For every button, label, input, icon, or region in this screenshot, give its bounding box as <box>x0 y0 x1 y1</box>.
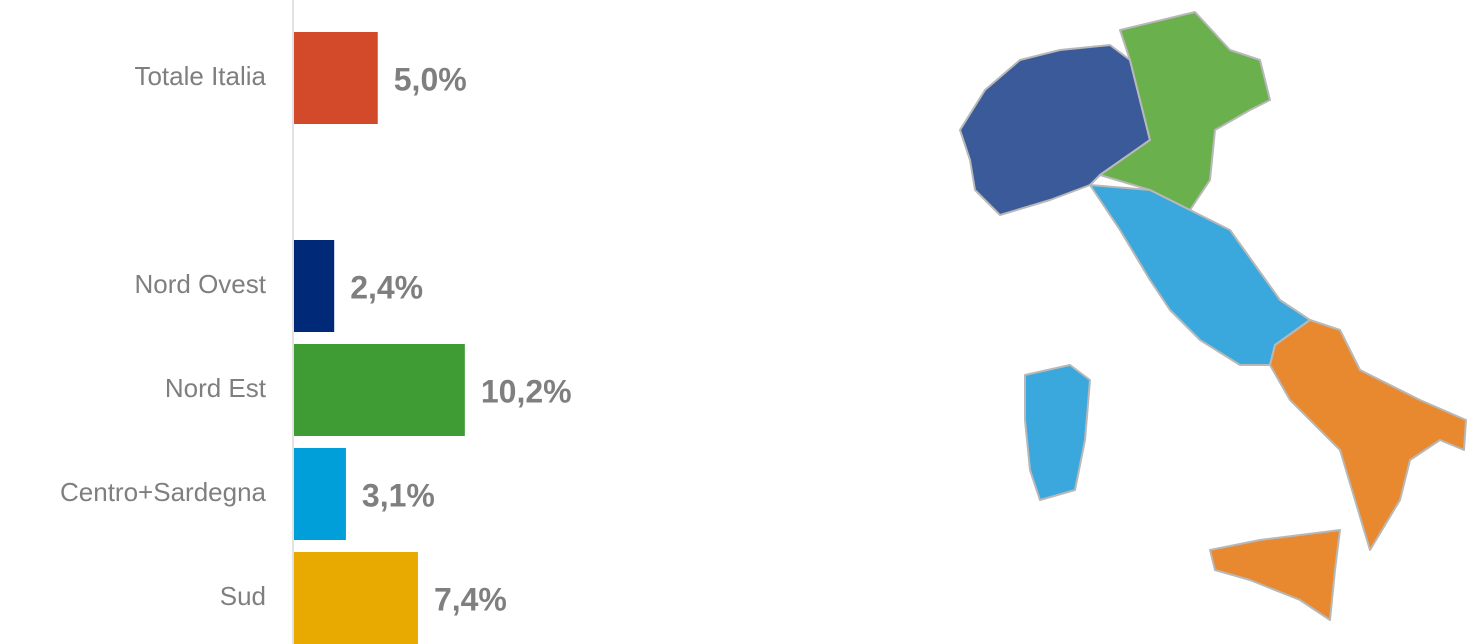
category-label: Nord Ovest <box>135 269 267 299</box>
map-nord-est <box>1099 11 1271 211</box>
category-label: Sud <box>220 581 266 611</box>
bar <box>294 240 335 332</box>
map-sud <box>1269 319 1467 551</box>
bar <box>294 32 378 124</box>
map-sardegna <box>1024 364 1091 501</box>
value-label: 3,1% <box>362 477 435 513</box>
value-label: 10,2% <box>481 373 572 409</box>
bar <box>294 344 465 436</box>
bar <box>294 552 418 644</box>
map-sicilia <box>1209 529 1341 621</box>
category-label: Centro+Sardegna <box>60 477 267 507</box>
bar <box>294 448 346 540</box>
value-label: 7,4% <box>434 581 507 617</box>
map-centro <box>1089 184 1311 366</box>
category-label: Totale Italia <box>134 61 266 91</box>
italy-map <box>959 11 1467 621</box>
value-label: 5,0% <box>394 61 467 97</box>
value-label: 2,4% <box>350 269 423 305</box>
category-label: Nord Est <box>165 373 267 403</box>
